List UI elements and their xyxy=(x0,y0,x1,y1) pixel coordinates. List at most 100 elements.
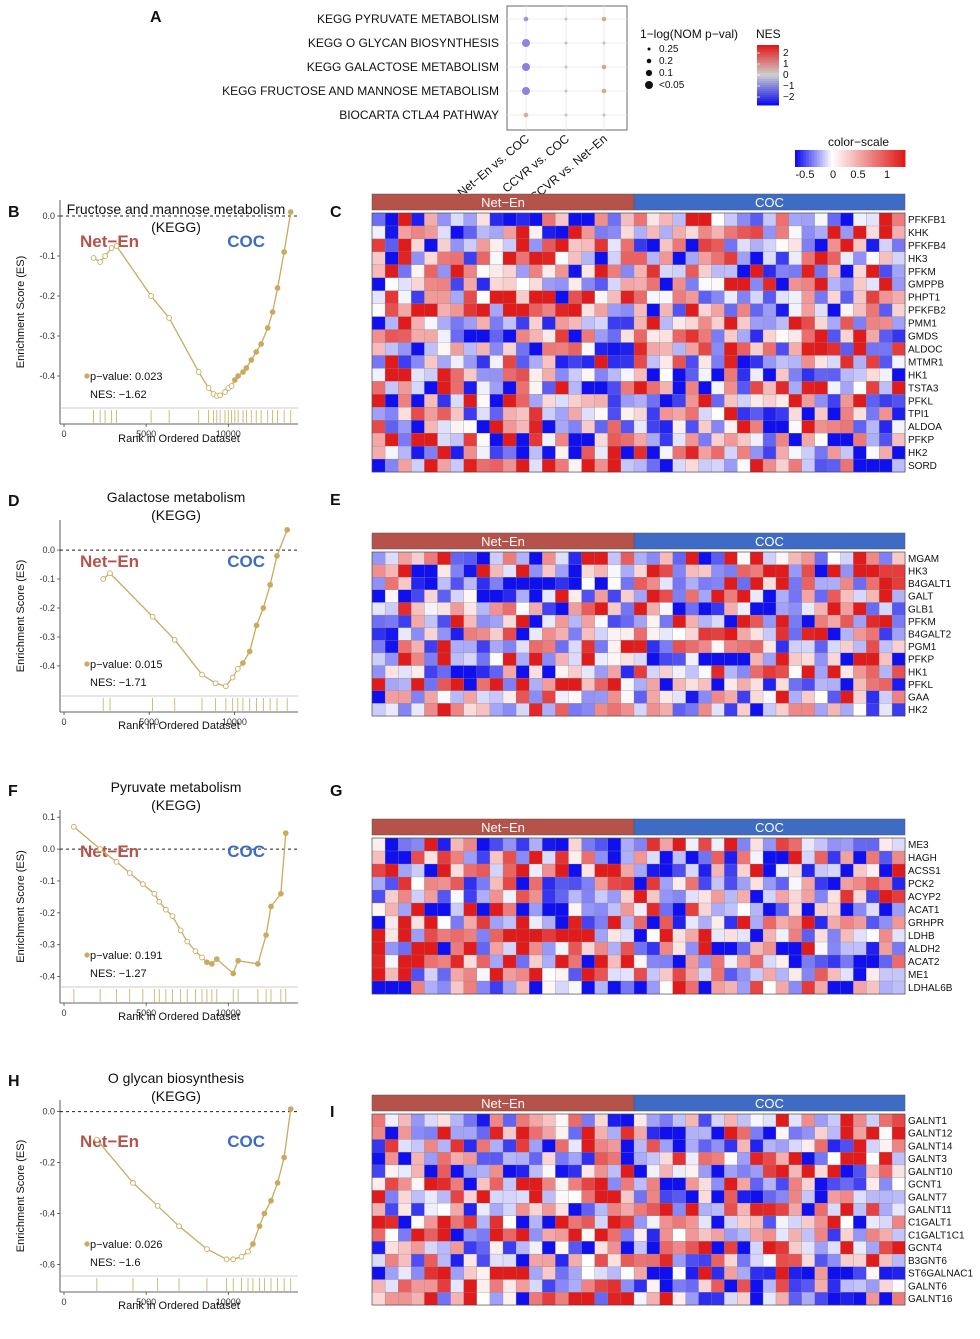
color-scale-swatch xyxy=(839,150,843,167)
heatmap-cell xyxy=(891,420,906,434)
heatmap-cell xyxy=(489,876,504,891)
heatmap-cell xyxy=(814,1113,828,1128)
heatmap-cell xyxy=(788,342,803,356)
heatmap-cell xyxy=(698,225,712,240)
heatmap-cell xyxy=(568,627,582,641)
heatmap-cell xyxy=(788,1228,803,1242)
heatmap-cell xyxy=(891,627,906,641)
heatmap-cell xyxy=(424,212,438,227)
heatmap-cell xyxy=(685,1279,699,1293)
heatmap-cell xyxy=(737,1241,751,1255)
heatmap-cell xyxy=(424,690,438,704)
gsea-es-point xyxy=(287,209,294,215)
heatmap-cell xyxy=(542,1202,556,1217)
heatmap-cell xyxy=(437,355,451,369)
gsea-ytick-label: -0.4 xyxy=(39,1208,55,1218)
heatmap-cell xyxy=(384,212,399,227)
heatmap-cell xyxy=(542,238,556,253)
heatmap-cell xyxy=(775,355,790,369)
heatmap-cell xyxy=(685,627,699,641)
heatmap-cell xyxy=(827,277,841,292)
heatmap-cell xyxy=(450,342,465,356)
heatmap-cell xyxy=(594,863,609,878)
heatmap-cell xyxy=(827,394,841,408)
heatmap-cell xyxy=(502,420,517,434)
heatmap-cell xyxy=(450,980,465,995)
heatmap-cell xyxy=(775,1177,790,1191)
heatmap-cell xyxy=(698,703,712,717)
heatmap-cell xyxy=(659,394,674,408)
heatmap-cell xyxy=(749,1139,764,1153)
heatmap-cell xyxy=(711,420,725,434)
heatmap-cell xyxy=(371,1164,386,1179)
heatmap-cell xyxy=(788,980,803,995)
heatmap-cell xyxy=(384,665,399,679)
heatmap-cell xyxy=(749,564,764,578)
heatmap-gene-label: PHPT1 xyxy=(908,293,941,304)
heatmap-cell xyxy=(476,577,491,591)
heatmap-cell xyxy=(711,432,725,447)
heatmap-cell xyxy=(633,225,648,240)
heatmap-cell xyxy=(659,863,674,878)
heatmap-cell xyxy=(659,277,674,292)
heatmap-cell xyxy=(515,316,530,330)
heatmap-cell xyxy=(827,1215,841,1229)
heatmap-cell xyxy=(633,1126,648,1140)
heatmap-cell xyxy=(866,589,880,603)
heatmap-cell xyxy=(737,342,751,356)
heatmap-cell xyxy=(489,1253,504,1268)
heatmap-gene-label: LDHAL6B xyxy=(908,983,953,994)
heatmap-cell xyxy=(737,368,751,382)
heatmap-cell xyxy=(762,329,777,343)
heatmap-cell xyxy=(502,316,517,330)
heatmap-cell xyxy=(737,703,751,717)
heatmap-cell xyxy=(542,863,556,878)
heatmap-cell xyxy=(814,1177,828,1191)
heatmap-cell xyxy=(646,303,661,317)
heatmap-gene-label: GALNT16 xyxy=(908,1294,953,1305)
heatmap-cell xyxy=(476,1292,491,1306)
heatmap-cell xyxy=(581,941,596,956)
heatmap-cell xyxy=(515,876,530,891)
heatmap-cell xyxy=(581,577,596,591)
heatmap-cell xyxy=(762,1164,777,1179)
heatmap-cell xyxy=(827,342,841,356)
heatmap-cell xyxy=(620,277,635,292)
heatmap-cell xyxy=(840,889,854,904)
heatmap-cell xyxy=(633,277,648,292)
heatmap-cell xyxy=(646,394,661,408)
heatmap-cell xyxy=(411,381,425,395)
heatmap-cell xyxy=(685,837,699,852)
heatmap-cell xyxy=(581,1139,596,1153)
heatmap-cell xyxy=(607,915,622,930)
heatmap-cell xyxy=(891,564,906,578)
gsea-xtick-label: 0 xyxy=(61,1297,66,1307)
heatmap-cell xyxy=(801,589,816,603)
heatmap-cell xyxy=(801,602,816,616)
heatmap-cell xyxy=(489,303,504,317)
heatmap-cell xyxy=(607,889,622,904)
heatmap-cell xyxy=(450,1190,465,1204)
heatmap-cell xyxy=(437,551,451,565)
heatmap-cell xyxy=(711,876,725,891)
heatmap-cell xyxy=(840,407,854,421)
heatmap-cell xyxy=(801,264,816,279)
heatmap-cell xyxy=(724,1126,738,1140)
heatmap-cell xyxy=(840,640,854,654)
heatmap-cell xyxy=(371,225,386,240)
heatmap-cell xyxy=(371,1202,386,1217)
heatmap-cell xyxy=(463,837,478,852)
color-scale-swatch xyxy=(817,150,821,167)
heatmap-cell xyxy=(711,564,725,578)
heatmap-cell xyxy=(775,564,790,578)
heatmap-cell xyxy=(853,445,867,460)
heatmap-cell xyxy=(529,614,543,629)
heatmap-cell xyxy=(762,1202,777,1217)
heatmap-cell xyxy=(737,928,751,943)
heatmap-cell xyxy=(502,915,517,930)
heatmap-cell xyxy=(489,420,504,434)
heatmap-cell xyxy=(463,342,478,356)
heatmap-cell xyxy=(672,850,686,865)
heatmap-cell xyxy=(450,889,465,904)
heatmap-cell xyxy=(762,602,777,616)
